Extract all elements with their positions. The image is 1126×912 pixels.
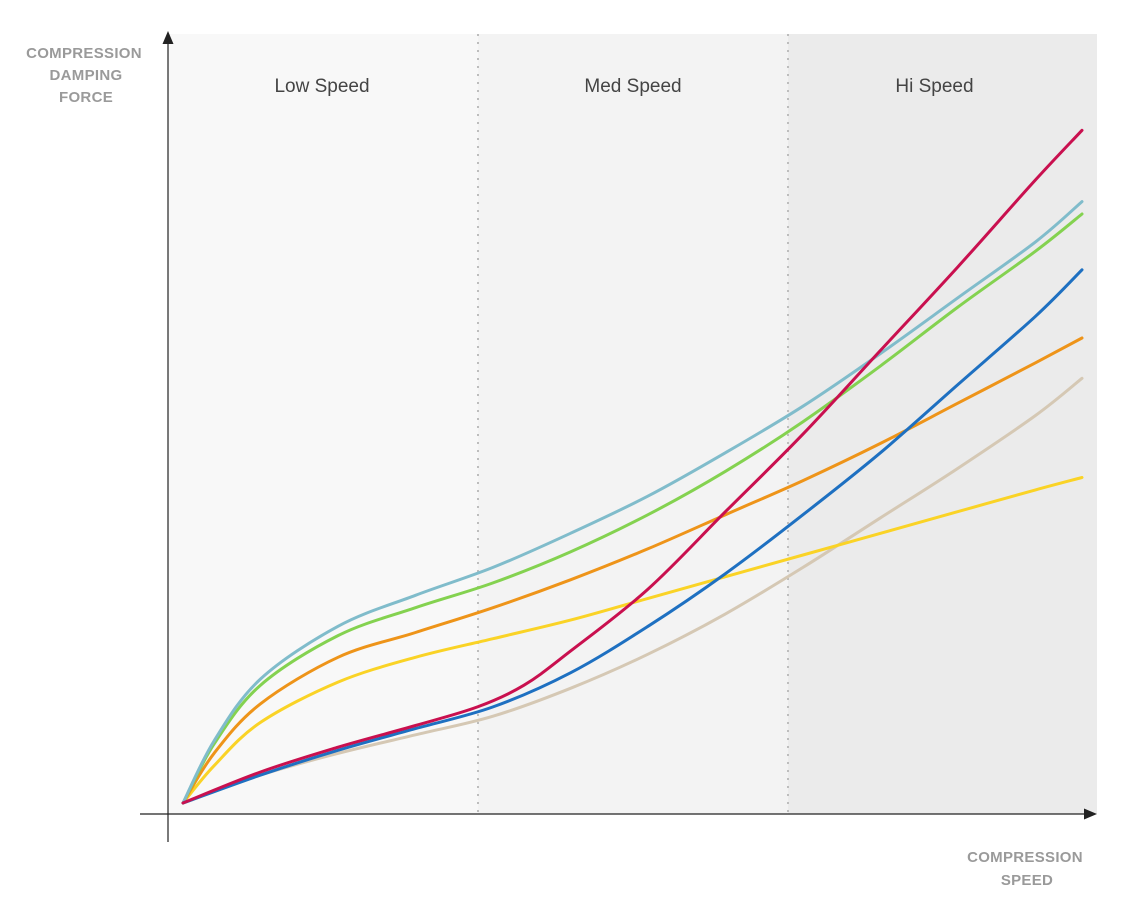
speed-zones <box>168 34 1097 814</box>
y-axis-title-line-1: COMPRESSION <box>26 45 142 62</box>
zone-low-speed <box>168 34 478 814</box>
series-line-2 <box>181 212 1084 805</box>
series-line-6 <box>181 268 1084 805</box>
x-axis-arrow-icon <box>1084 808 1097 820</box>
zone-label: Med Speed <box>584 76 681 97</box>
y-axis-title-line-2: DAMPING <box>50 67 123 84</box>
series-line-1 <box>181 200 1084 805</box>
zone-labels: Low Speed Med Speed Hi Speed <box>274 76 973 97</box>
series-line-7 <box>181 376 1084 805</box>
series-line-3 <box>181 336 1084 805</box>
series-lines <box>181 128 1084 805</box>
zone-dividers <box>477 34 789 814</box>
zone-label: Hi Speed <box>895 76 973 97</box>
x-axis-title-line-1: COMPRESSION <box>967 849 1083 866</box>
zone-label: Low Speed <box>274 76 369 97</box>
zone-med-speed <box>478 34 788 814</box>
series-line-4 <box>181 476 1084 805</box>
y-axis-arrow-icon <box>162 31 174 44</box>
zone-hi-speed <box>788 34 1097 814</box>
x-axis-title-line-2: SPEED <box>1001 872 1053 889</box>
y-axis-title-line-3: FORCE <box>59 89 113 106</box>
series-line-5 <box>181 128 1084 805</box>
